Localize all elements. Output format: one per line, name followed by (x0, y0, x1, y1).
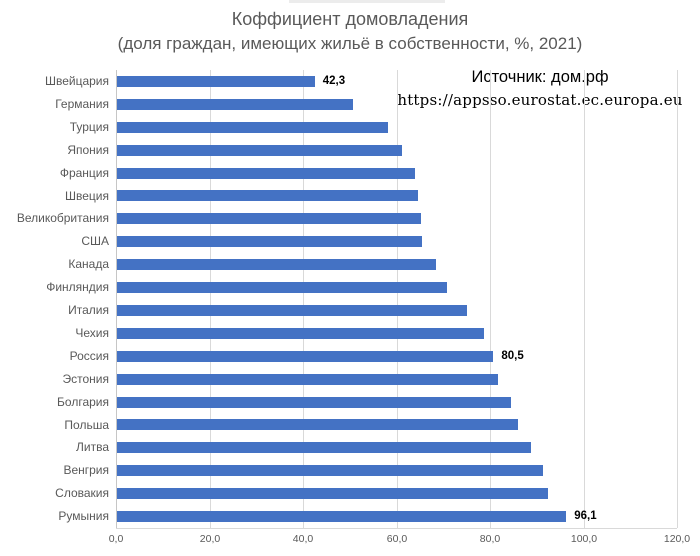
category-label: Словакия (55, 486, 109, 501)
gridline (677, 70, 678, 528)
value-label: 42,3 (322, 75, 346, 87)
x-axis-tick-label: 100,0 (570, 533, 598, 545)
category-label: Германия (55, 96, 109, 111)
bar (117, 282, 447, 294)
x-axis-tick-label: 60,0 (386, 533, 408, 545)
category-label: Япония (67, 142, 109, 157)
x-axis-line (116, 528, 677, 529)
category-label: Швеция (65, 188, 109, 203)
bar (117, 167, 415, 179)
chart-title: Коффициент домовладения (231, 9, 469, 29)
x-axis-tick-label: 80,0 (479, 533, 501, 545)
x-axis-tick-label: 20,0 (199, 533, 221, 545)
bar (117, 98, 353, 110)
category-label: Франция (59, 165, 109, 180)
x-axis-tick-label: 40,0 (292, 533, 314, 545)
screenshot-artifact (289, 0, 445, 3)
gridline (303, 70, 304, 528)
category-label: Турция (69, 119, 109, 134)
chart-title-block: Коффициент домовладения (доля граждан, и… (0, 7, 700, 56)
bar (117, 373, 498, 385)
bar (117, 419, 519, 431)
y-axis-line (116, 70, 117, 528)
value-label: 80,5 (501, 349, 524, 362)
value-label: 96,1 (574, 510, 597, 523)
bar (117, 304, 467, 316)
category-label: Эстония (62, 371, 110, 386)
bar (117, 442, 532, 454)
x-axis-tick-label: 120,0 (663, 533, 691, 545)
category-label: Болгария (57, 394, 109, 409)
bar (117, 236, 423, 248)
bar (117, 75, 315, 87)
category-label: Финляндия (46, 280, 109, 295)
bar (117, 511, 567, 523)
category-label: Швейцария (44, 74, 109, 88)
category-label: Румыния (58, 509, 109, 524)
source-annotation: Источник: дом.рф https://appsso.eurostat… (386, 66, 694, 112)
bar (117, 350, 494, 362)
x-axis-tick-label: 0,0 (108, 533, 124, 545)
category-label: США (81, 234, 109, 249)
bar (117, 259, 436, 271)
category-label: Италия (68, 303, 109, 317)
bar (117, 465, 544, 477)
gridline (584, 70, 585, 528)
source-url: https://appsso.eurostat.ec.europa.eu (397, 91, 683, 109)
category-label: Венгрия (63, 463, 109, 478)
bar (117, 121, 388, 133)
bar (117, 190, 419, 202)
gridline (490, 70, 491, 528)
gridline (210, 70, 211, 528)
category-label: Великобритания (16, 211, 109, 226)
category-label: Россия (69, 348, 109, 363)
category-label: Чехия (75, 325, 109, 340)
chart-subtitle: (доля граждан, имеющих жильё в собственн… (117, 34, 583, 53)
bar (117, 144, 403, 156)
category-label: Литва (76, 440, 109, 455)
bar (117, 488, 549, 500)
bar (117, 396, 512, 408)
bar (117, 327, 485, 339)
gridline (397, 70, 398, 528)
category-label: Канада (68, 257, 109, 272)
category-label: Польша (64, 417, 109, 432)
source-label: Источник: дом.рф (471, 68, 609, 86)
bar (117, 213, 421, 225)
